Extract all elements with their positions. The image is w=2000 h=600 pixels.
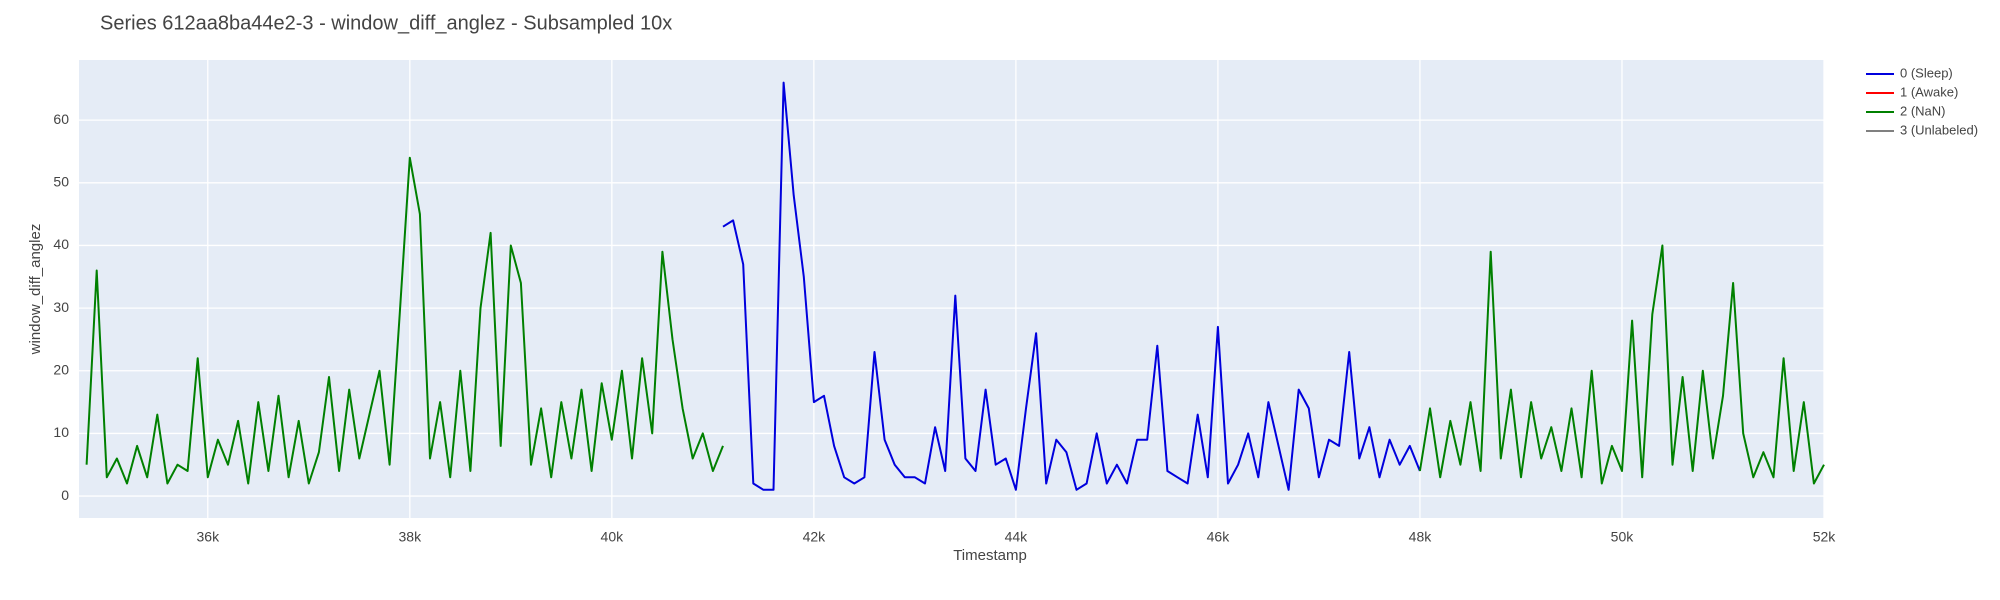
x-tick-label: 44k [1005, 529, 1029, 545]
x-tick-label: 38k [399, 529, 423, 545]
y-tick-label: 40 [53, 236, 69, 252]
x-tick-label: 46k [1207, 529, 1231, 545]
legend-label: 0 (Sleep) [1900, 65, 1953, 80]
x-axis-title: Timestamp [953, 547, 1027, 564]
y-tick-label: 60 [53, 111, 69, 127]
y-tick-label: 10 [53, 424, 69, 440]
x-tick-label: 40k [601, 529, 625, 545]
y-tick-label: 0 [61, 487, 69, 503]
plot-area [79, 60, 1824, 518]
x-tick-label: 36k [197, 529, 221, 545]
legend-label: 2 (NaN) [1900, 103, 1946, 118]
y-tick-label: 50 [53, 174, 69, 190]
x-tick-label: 50k [1611, 529, 1635, 545]
chart-title: Series 612aa8ba44e2-3 - window_diff_angl… [100, 12, 672, 34]
legend-label: 1 (Awake) [1900, 84, 1958, 99]
x-tick-label: 48k [1409, 529, 1433, 545]
legend-label: 3 (Unlabeled) [1900, 122, 1978, 137]
y-axis-title: window_diff_anglez [27, 224, 44, 356]
series-line [722, 81, 1421, 491]
y-tick-label: 30 [53, 299, 69, 315]
y-tick-label: 20 [53, 361, 69, 377]
series-line [85, 156, 1825, 485]
x-tick-label: 52k [1813, 529, 1837, 545]
x-tick-label: 42k [803, 529, 827, 545]
